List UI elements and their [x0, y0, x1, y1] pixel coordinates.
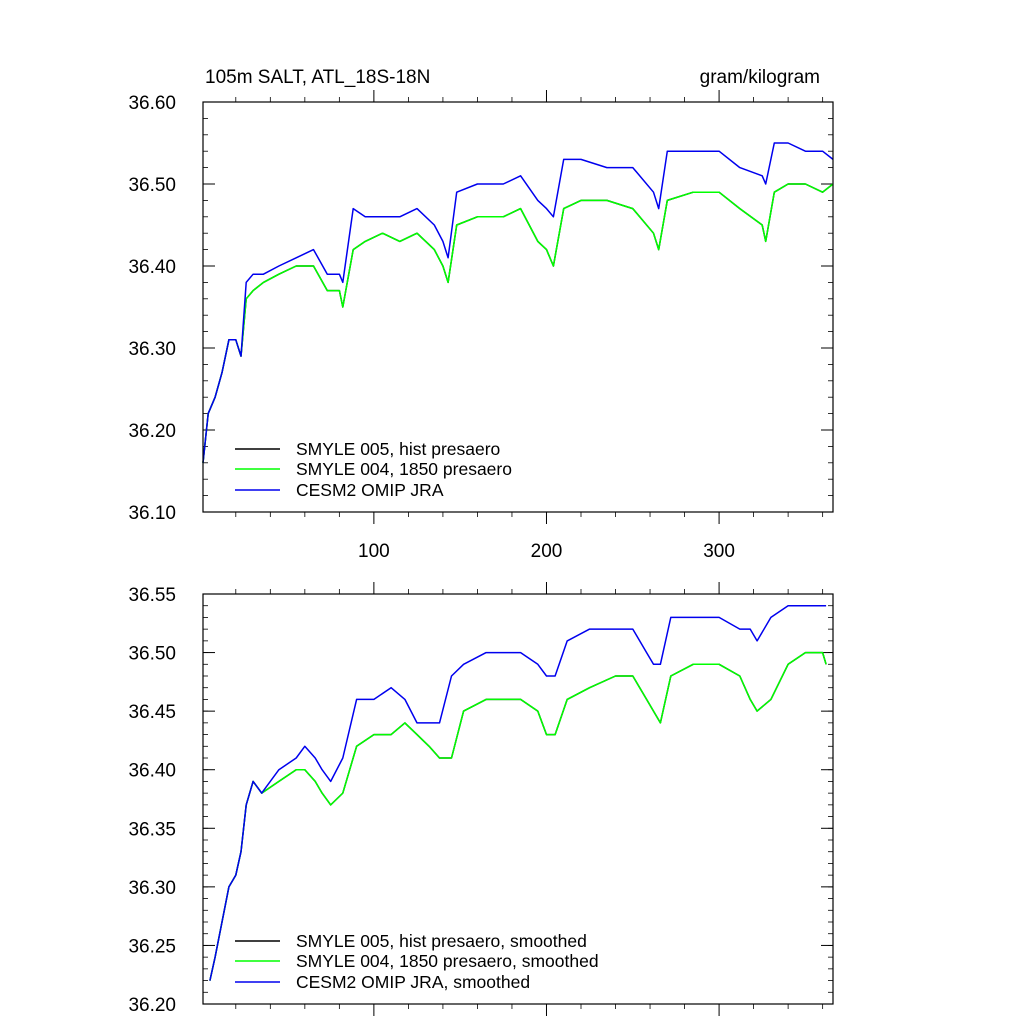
top-legend-label-1: SMYLE 005, hist presaero: [296, 439, 500, 459]
bottom-legend-label-1: SMYLE 005, hist presaero, smoothed: [296, 931, 587, 951]
top-legend-label-2: SMYLE 004, 1850 presaero: [296, 459, 512, 479]
bottom-legend-label-2: SMYLE 004, 1850 presaero, smoothed: [296, 951, 599, 971]
top-chart-units: gram/kilogram: [700, 67, 820, 88]
top-legend: SMYLE 005, hist presaero SMYLE 004, 1850…: [235, 439, 512, 500]
top-ytick-label: 36.10: [128, 503, 176, 524]
top-ytick-label: 36.40: [128, 257, 176, 278]
bottom-panel: 36.20 36.25 36.30 36.35 36.40 36.45 36.50 36.55…: [128, 582, 834, 1016]
top-ytick-label: 36.60: [128, 93, 176, 114]
top-xtick-label: 200: [531, 541, 563, 562]
bottom-ytick-label: 36.50: [128, 644, 176, 665]
top-ytick-label: 36.20: [128, 421, 176, 442]
bottom-series-line-3: [209, 604, 827, 981]
top-ticks: 36.10 36.20 36.30 36.40 36.50 36.60 100 200 300: [128, 90, 833, 562]
bottom-ticks: 36.20 36.25 36.30 36.35 36.40 36.45 36.50 36.55: [128, 582, 833, 1016]
top-series-line-2: [202, 183, 834, 463]
top-xtick-label: 100: [358, 541, 390, 562]
top-panel: 105m SALT, ATL_18S-18N gram/kilogram 36.…: [128, 67, 834, 562]
top-series-line-3: [202, 142, 834, 463]
bottom-legend-label-3: CESM2 OMIP JRA, smoothed: [296, 972, 530, 992]
bottom-ytick-label: 36.30: [128, 878, 176, 899]
top-legend-label-3: CESM2 OMIP JRA: [296, 480, 444, 500]
top-chart-title: 105m SALT, ATL_18S-18N: [205, 67, 430, 88]
bottom-ytick-label: 36.40: [128, 761, 176, 782]
bottom-ytick-label: 36.45: [128, 702, 176, 723]
bottom-ytick-label: 36.20: [128, 995, 176, 1016]
bottom-ytick-label: 36.35: [128, 819, 176, 840]
bottom-ytick-label: 36.25: [128, 936, 176, 957]
bottom-plot-frame: [202, 593, 834, 1005]
top-series-line-1: [202, 183, 834, 463]
bottom-legend: SMYLE 005, hist presaero, smoothed SMYLE…: [235, 931, 599, 992]
bottom-lines: [209, 604, 827, 981]
top-xtick-label: 300: [703, 541, 735, 562]
top-lines: [202, 142, 834, 463]
top-plot-frame: [202, 101, 834, 513]
top-ytick-label: 36.30: [128, 339, 176, 360]
top-ytick-label: 36.50: [128, 175, 176, 196]
bottom-ytick-label: 36.55: [128, 585, 176, 606]
